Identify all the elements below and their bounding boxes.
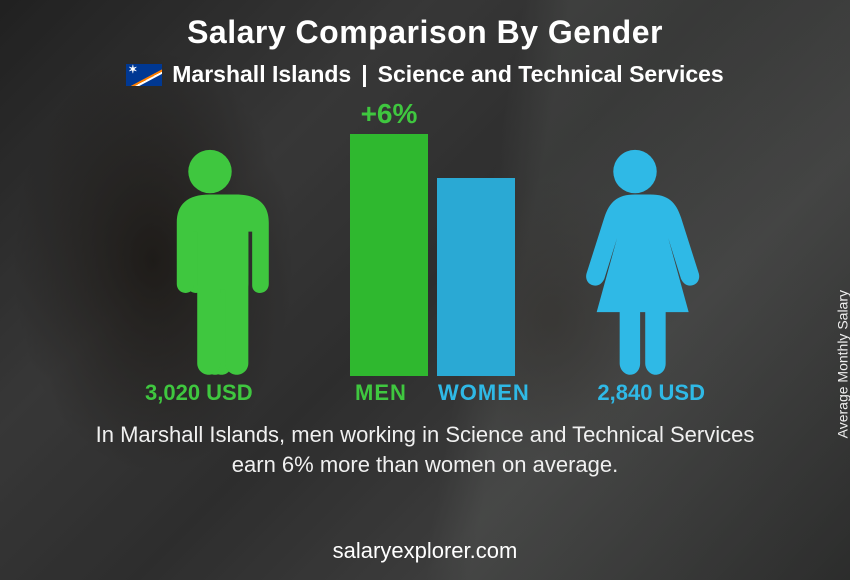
separator: | [361, 61, 367, 88]
woman-icon [565, 146, 705, 376]
flag-icon [126, 64, 162, 86]
man-icon [145, 146, 275, 376]
infographic-content: Salary Comparison By Gender Marshall Isl… [0, 0, 850, 580]
label-men: MEN [355, 380, 407, 406]
percent-diff: +6% [350, 98, 428, 130]
salary-women: 2,840 USD [597, 380, 705, 406]
footer-credit: salaryexplorer.com [0, 538, 850, 564]
axis-label: Average Monthly Salary [834, 290, 850, 438]
subtitle-row: Marshall Islands | Science and Technical… [0, 61, 850, 88]
label-women: WOMEN [438, 380, 530, 406]
chart-area: +6% 3,020 USD MEN WOMEN 2,840 USD [145, 106, 705, 406]
page-title: Salary Comparison By Gender [0, 0, 850, 51]
description: In Marshall Islands, men working in Scie… [85, 420, 765, 479]
bar-women [437, 178, 515, 376]
sector-label: Science and Technical Services [378, 61, 724, 88]
country-label: Marshall Islands [172, 61, 351, 88]
salary-men: 3,020 USD [145, 380, 253, 406]
bar-men [350, 134, 428, 376]
